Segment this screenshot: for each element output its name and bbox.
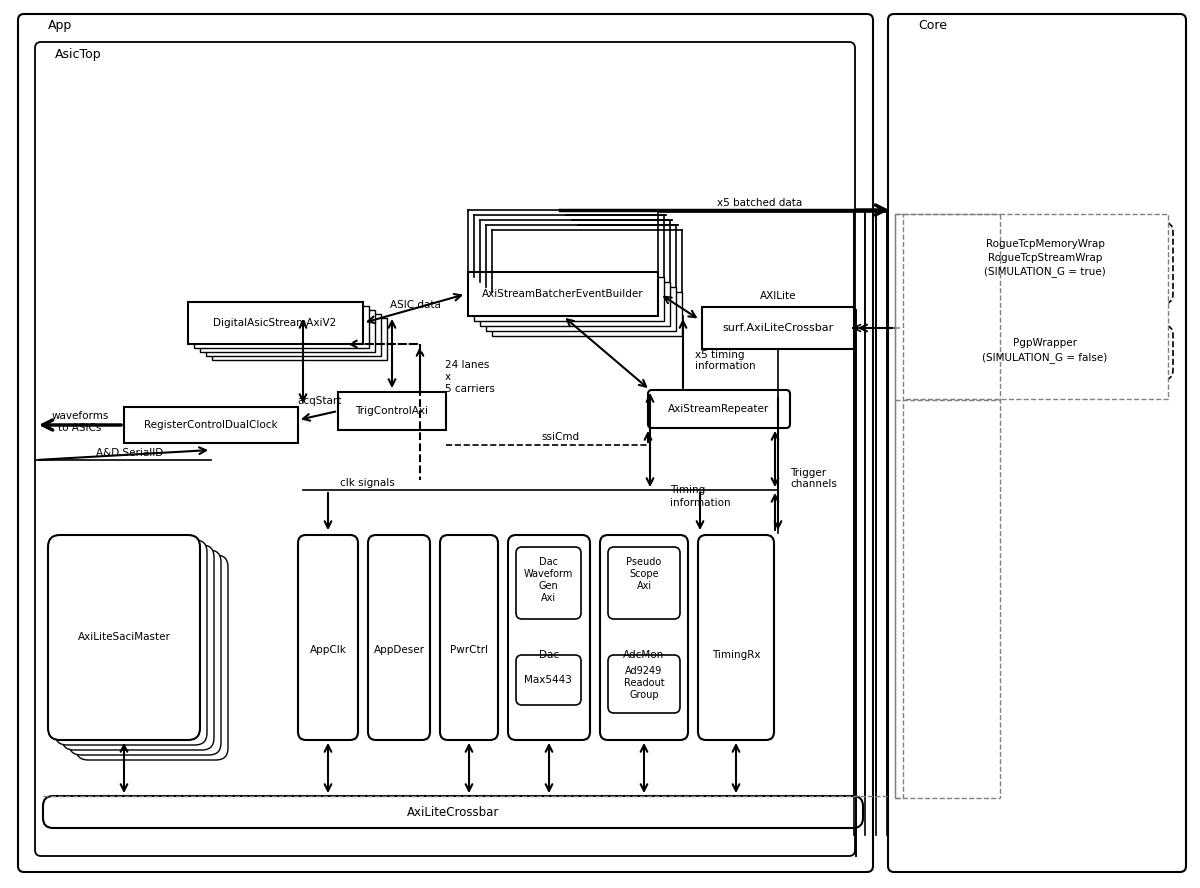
Text: 5 carriers: 5 carriers (445, 384, 494, 394)
Text: information: information (670, 498, 731, 508)
Text: AppClk: AppClk (310, 645, 347, 655)
Text: AsicTop: AsicTop (55, 49, 102, 61)
Text: DigitalAsicStreamAxiV2: DigitalAsicStreamAxiV2 (214, 318, 337, 328)
FancyBboxPatch shape (35, 42, 854, 856)
Text: Core: Core (918, 20, 947, 33)
Text: x: x (445, 372, 451, 382)
Text: AxiLiteSaciMaster: AxiLiteSaciMaster (78, 632, 170, 642)
Text: RogueTcpStreamWrap: RogueTcpStreamWrap (988, 253, 1102, 263)
Text: AXILite: AXILite (760, 291, 797, 301)
Text: channels: channels (790, 479, 836, 489)
FancyBboxPatch shape (43, 796, 863, 828)
FancyBboxPatch shape (55, 540, 208, 745)
Bar (898, 214, 1168, 399)
FancyBboxPatch shape (608, 547, 680, 619)
Text: TimingRx: TimingRx (712, 650, 761, 660)
Text: ASIC data: ASIC data (390, 300, 440, 310)
Text: AxiStreamRepeater: AxiStreamRepeater (668, 404, 769, 414)
Text: Dac: Dac (539, 650, 559, 660)
Text: clk signals: clk signals (340, 478, 395, 488)
FancyBboxPatch shape (918, 325, 1174, 380)
Text: ssiCmd: ssiCmd (541, 432, 580, 442)
Text: PwrCtrl: PwrCtrl (450, 645, 488, 655)
Bar (895, 214, 904, 798)
Text: App: App (48, 20, 72, 33)
Text: Group: Group (629, 690, 659, 700)
Text: x5 batched data: x5 batched data (718, 198, 803, 208)
FancyBboxPatch shape (298, 535, 358, 740)
FancyBboxPatch shape (648, 390, 790, 428)
FancyBboxPatch shape (608, 655, 680, 713)
FancyBboxPatch shape (516, 547, 581, 619)
Text: Trigger: Trigger (790, 468, 826, 478)
Bar (338, 392, 446, 430)
FancyBboxPatch shape (600, 535, 688, 740)
Text: Max5443: Max5443 (524, 675, 572, 685)
Text: x5 timing: x5 timing (695, 350, 744, 360)
FancyBboxPatch shape (70, 550, 221, 755)
Text: TrigControlAxi: TrigControlAxi (355, 406, 428, 416)
Text: (SIMULATION_G = true): (SIMULATION_G = true) (984, 266, 1106, 277)
Text: Pseudo: Pseudo (626, 557, 661, 567)
Bar (492, 292, 682, 336)
FancyBboxPatch shape (440, 535, 498, 740)
Text: waveforms: waveforms (52, 411, 109, 421)
Text: Timing: Timing (670, 485, 706, 495)
Text: (SIMULATION_G = false): (SIMULATION_G = false) (983, 353, 1108, 363)
Bar (474, 277, 664, 321)
Bar (124, 407, 298, 443)
Text: RegisterControlDualClock: RegisterControlDualClock (144, 420, 278, 430)
Text: AxiLiteCrossbar: AxiLiteCrossbar (407, 805, 499, 819)
FancyBboxPatch shape (888, 14, 1186, 872)
Bar (702, 307, 854, 349)
FancyBboxPatch shape (76, 555, 228, 760)
Text: PgpWrapper: PgpWrapper (1013, 338, 1078, 348)
Text: Ad9249: Ad9249 (625, 666, 662, 676)
Bar (468, 272, 658, 316)
FancyBboxPatch shape (368, 535, 430, 740)
Text: Readout: Readout (624, 678, 665, 688)
FancyBboxPatch shape (48, 535, 200, 740)
Text: AppDeser: AppDeser (373, 645, 425, 655)
Text: acqStart: acqStart (298, 396, 342, 406)
Bar (212, 318, 386, 360)
Text: Axi: Axi (636, 581, 652, 591)
FancyBboxPatch shape (62, 545, 214, 750)
Text: AxiStreamBatcherEventBuilder: AxiStreamBatcherEventBuilder (482, 289, 644, 299)
FancyBboxPatch shape (516, 655, 581, 705)
Text: Waveform: Waveform (523, 569, 572, 579)
Text: Gen: Gen (538, 581, 558, 591)
Text: information: information (695, 361, 756, 371)
FancyBboxPatch shape (18, 14, 874, 872)
Bar (194, 306, 370, 348)
Text: A&D SerialID: A&D SerialID (96, 448, 163, 458)
Text: Dac: Dac (539, 557, 558, 567)
Text: surf.AxiLiteCrossbar: surf.AxiLiteCrossbar (722, 323, 834, 333)
Bar (188, 302, 364, 344)
Text: Scope: Scope (629, 569, 659, 579)
FancyBboxPatch shape (698, 535, 774, 740)
Bar (480, 282, 670, 326)
Bar (486, 287, 676, 331)
Bar (206, 314, 382, 356)
FancyBboxPatch shape (918, 222, 1174, 304)
Text: to ASICs: to ASICs (59, 423, 102, 433)
Text: Axi: Axi (540, 593, 556, 603)
Text: AdcMon: AdcMon (623, 650, 665, 660)
Text: 24 lanes: 24 lanes (445, 360, 490, 370)
Bar (200, 310, 374, 352)
Text: RogueTcpMemoryWrap: RogueTcpMemoryWrap (985, 239, 1104, 249)
FancyBboxPatch shape (508, 535, 590, 740)
